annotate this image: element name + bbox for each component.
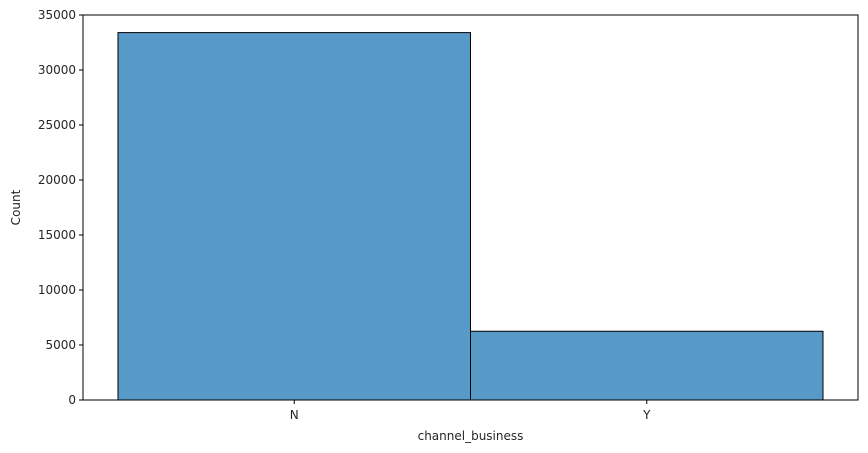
y-tick-label: 10000 [38,283,76,297]
bar-y [470,330,824,401]
y-tick-label: 25000 [38,118,76,132]
bars-group [117,32,824,401]
y-tick-label: 0 [68,393,76,407]
y-tick-label: 15000 [38,228,76,242]
plot-frame [82,14,859,401]
x-axis-label: channel_business [418,429,524,443]
bar-n [117,32,471,401]
x-tick-label: N [290,408,299,422]
y-axis-ticks: 0 5000 10000 15000 20000 25000 30000 35000 [38,8,83,407]
y-tick-label: 5000 [45,338,76,352]
y-tick-label: 20000 [38,173,76,187]
x-tick-label: Y [642,408,651,422]
y-tick-label: 35000 [38,8,76,22]
y-axis-label: Count [9,189,23,225]
y-tick-label: 30000 [38,63,76,77]
